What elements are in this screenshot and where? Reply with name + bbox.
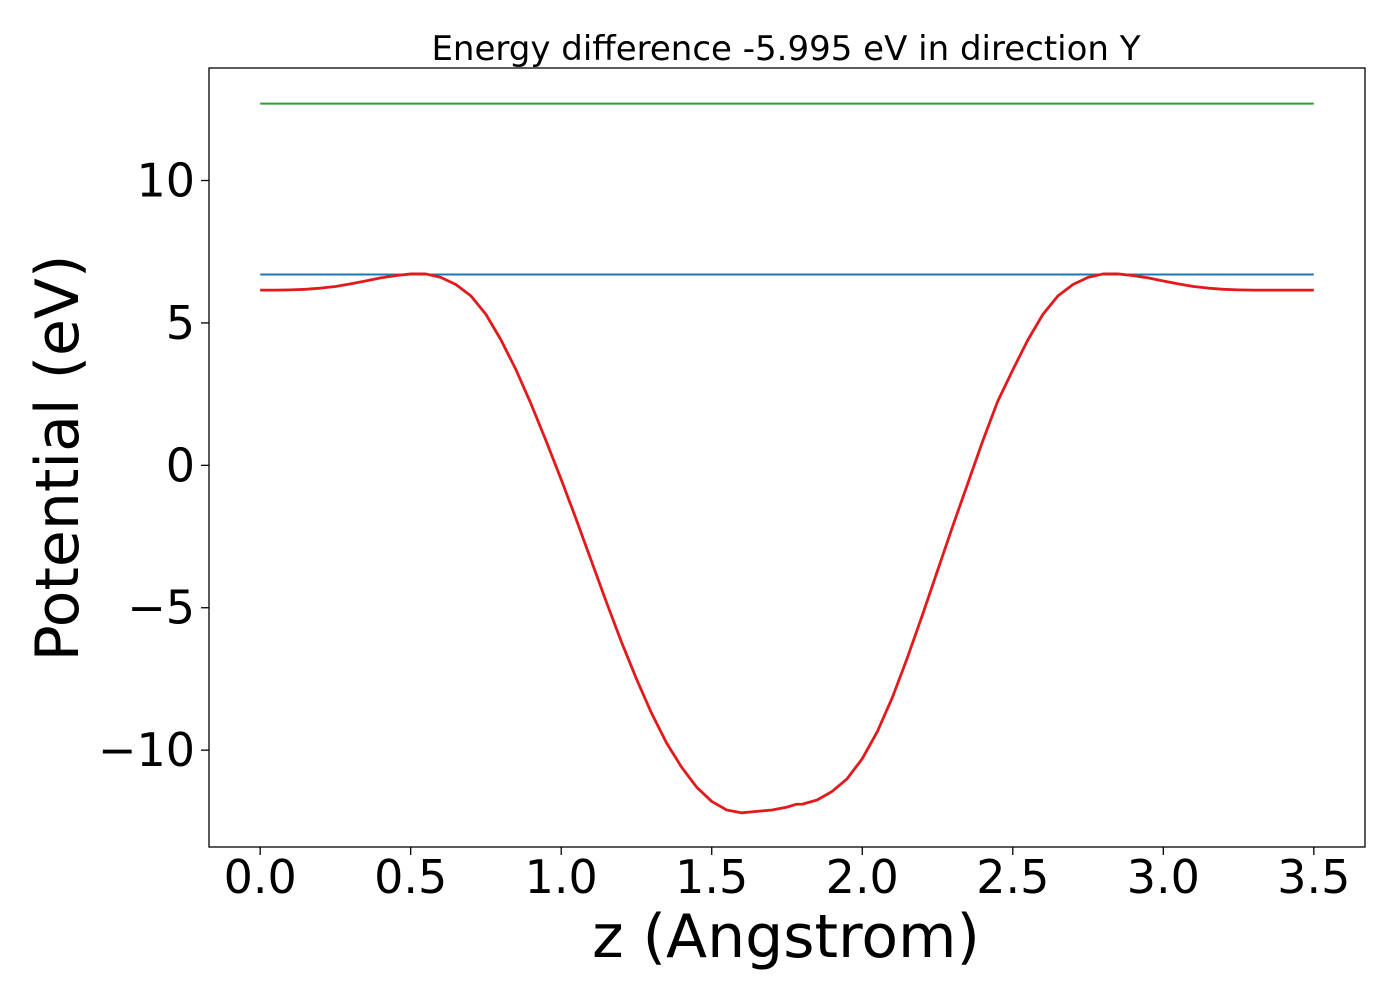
x-tick-label: 2.5	[976, 850, 1049, 904]
x-tick-label: 1.5	[675, 850, 748, 904]
x-tick-label: 3.5	[1277, 850, 1350, 904]
y-tick-label: −10	[98, 723, 195, 777]
y-tick-label: 10	[136, 154, 195, 208]
plot-frame	[208, 67, 1366, 848]
series-line-2	[260, 272, 1314, 815]
y-tick-label: 5	[166, 296, 195, 350]
x-tick-label: 0.0	[224, 850, 297, 904]
x-tick-label: 3.0	[1127, 850, 1200, 904]
y-axis: −10 −5 0 5 10	[98, 154, 209, 777]
x-tick-label: 1.0	[525, 850, 598, 904]
x-tick-label: 0.5	[374, 850, 447, 904]
y-axis-label: Potential (eV)	[23, 255, 93, 662]
x-tick-label: 2.0	[826, 850, 899, 904]
y-tick-label: 0	[166, 438, 195, 492]
chart-title: Energy difference -5.995 eV in direction…	[431, 29, 1140, 69]
y-tick-label: −5	[127, 581, 195, 635]
x-axis: 0.0 0.5 1.0 1.5 2.0 2.5 3.0 3.5	[224, 847, 1350, 904]
series-layer	[260, 102, 1314, 815]
x-axis-label: z (Angstrom)	[592, 902, 980, 972]
